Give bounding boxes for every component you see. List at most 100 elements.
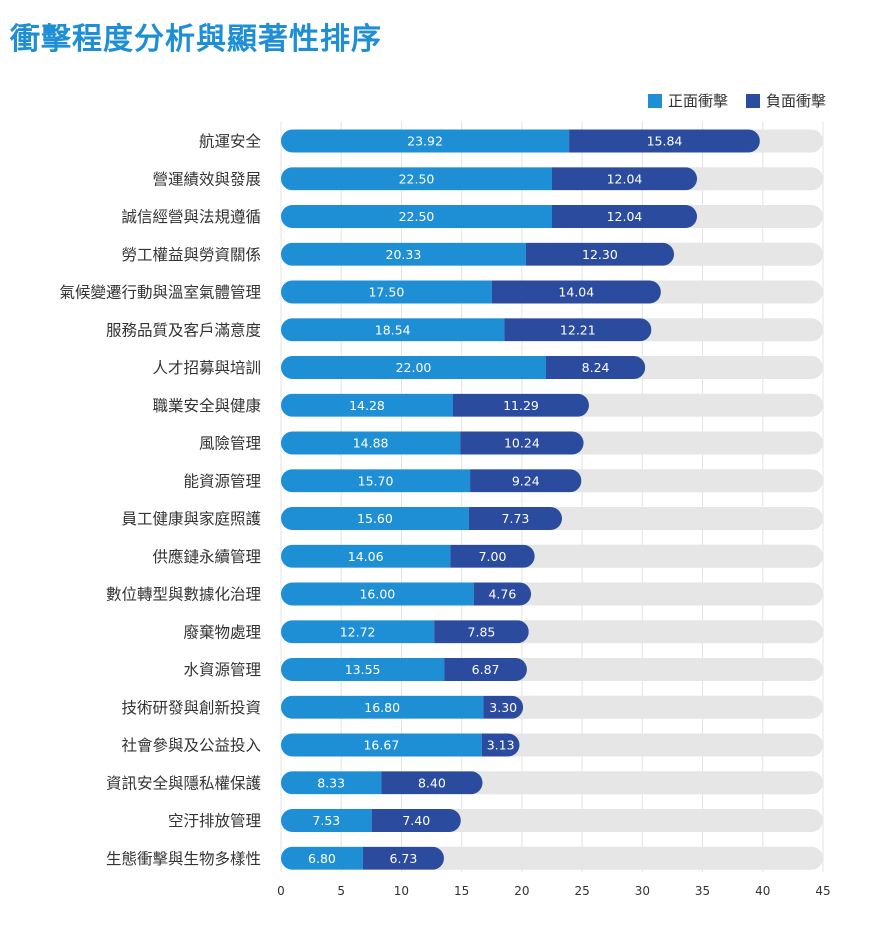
value-label-negative: 12.21	[560, 322, 596, 337]
x-tick-label: 10	[394, 884, 409, 898]
value-label-negative: 3.30	[489, 700, 517, 715]
bar-negative	[381, 771, 483, 795]
bar-positive	[281, 809, 372, 832]
x-tick-label: 15	[454, 884, 469, 898]
value-label-negative: 7.73	[502, 511, 530, 526]
value-label-negative: 12.04	[607, 171, 643, 186]
legend-swatch-negative	[745, 93, 760, 108]
value-label-positive: 23.92	[407, 134, 443, 149]
value-label-negative: 7.00	[479, 549, 507, 564]
bar-negative	[504, 318, 652, 342]
bar-positive	[281, 242, 526, 266]
bar-positive	[281, 507, 469, 530]
legend-item-negative: 負面衝擊	[745, 90, 826, 111]
category-label: 技術研發與創新投資	[121, 699, 261, 717]
value-label-negative: 15.84	[647, 134, 683, 149]
category-label: 航運安全	[199, 133, 262, 151]
x-tick-label: 40	[755, 884, 770, 898]
value-label-negative: 7.85	[468, 624, 496, 639]
bar-positive	[281, 544, 451, 568]
category-label: 勞工權益與勞資關係	[121, 246, 261, 264]
category-label: 員工健康與家庭照護	[121, 510, 261, 528]
x-tick-label: 0	[277, 884, 285, 898]
legend-label-positive: 正面衝擊	[667, 92, 728, 110]
category-label: 空汙排放管理	[168, 812, 261, 830]
bar-negative	[362, 846, 444, 870]
value-label-negative: 10.24	[504, 436, 540, 451]
value-label-positive: 16.67	[363, 738, 399, 753]
bar-positive	[281, 469, 471, 493]
bar-positive	[281, 582, 474, 606]
value-label-negative: 6.87	[472, 662, 500, 677]
bar-positive	[281, 620, 435, 644]
category-label: 數位轉型與數據化治理	[106, 586, 261, 604]
bar-negative	[545, 356, 646, 379]
category-label: 營運績效與發展	[152, 170, 261, 188]
value-label-negative: 7.40	[402, 813, 430, 828]
bar-negative	[434, 620, 529, 644]
category-label: 服務品質及客戶滿意度	[106, 320, 261, 339]
bar-positive	[281, 167, 552, 191]
value-label-positive: 20.33	[386, 247, 422, 262]
value-label-negative: 8.40	[418, 775, 446, 790]
category-label: 生態衝擊與生物多樣性	[106, 850, 261, 868]
value-label-negative: 3.13	[487, 738, 515, 753]
x-tick-label: 20	[514, 884, 529, 898]
bar-negative	[483, 695, 524, 719]
value-label-positive: 16.00	[359, 587, 395, 602]
bar-positive	[281, 771, 382, 795]
value-label-positive: 13.55	[345, 662, 381, 677]
value-label-negative: 11.29	[503, 398, 539, 413]
value-label-positive: 22.00	[396, 360, 432, 375]
bar-negative	[552, 167, 698, 191]
bar-positive	[281, 658, 445, 681]
bar-negative	[473, 582, 532, 606]
bar-positive	[281, 356, 546, 379]
value-label-positive: 14.88	[353, 436, 389, 451]
category-label: 供應鏈永續管理	[152, 547, 261, 566]
category-label: 水資源管理	[183, 661, 261, 679]
value-label-positive: 6.80	[308, 851, 336, 866]
legend-label-negative: 負面衝擊	[765, 92, 826, 110]
value-label-positive: 12.72	[340, 624, 376, 639]
bar-positive	[281, 318, 505, 342]
category-label: 廢棄物處理	[183, 622, 261, 641]
x-tick-label: 45	[815, 884, 830, 898]
legend-item-positive: 正面衝擊	[647, 90, 728, 111]
bar-positive	[281, 205, 552, 228]
category-label: 風險管理	[199, 435, 261, 453]
bar-negative	[525, 242, 675, 266]
bar-negative	[460, 431, 584, 455]
chart-title: 衝擊程度分析與顯著性排序	[10, 22, 382, 57]
bar-positive	[281, 846, 363, 870]
category-label: 能資源管理	[183, 472, 261, 490]
bar-positive	[281, 431, 461, 455]
bar-negative	[481, 733, 520, 757]
value-label-positive: 18.54	[375, 322, 411, 337]
bar-negative	[468, 507, 562, 530]
category-label: 氣候變遷行動與溫室氣體管理	[59, 284, 261, 302]
value-label-positive: 14.06	[348, 549, 384, 564]
value-label-positive: 16.80	[364, 700, 400, 715]
bar-positive	[281, 695, 484, 719]
category-label: 職業安全與健康	[152, 397, 261, 415]
value-label-positive: 14.28	[349, 398, 385, 413]
category-label: 資訊安全與隱私權保護	[106, 774, 262, 792]
bar-negative	[371, 809, 461, 832]
value-label-negative: 6.73	[390, 851, 418, 866]
value-label-negative: 8.24	[582, 360, 610, 375]
value-label-positive: 15.70	[358, 473, 394, 488]
bar-positive	[281, 393, 453, 417]
value-label-negative: 14.04	[558, 285, 594, 300]
x-tick-label: 35	[695, 884, 710, 898]
value-label-positive: 22.50	[399, 209, 435, 224]
value-label-positive: 7.53	[312, 813, 340, 828]
value-label-negative: 4.76	[488, 587, 516, 602]
value-label-positive: 22.50	[399, 171, 435, 186]
value-label-positive: 15.60	[357, 511, 393, 526]
bar-negative	[569, 129, 760, 153]
value-label-positive: 8.33	[317, 775, 345, 790]
value-label-negative: 12.30	[582, 247, 618, 262]
value-label-negative: 12.04	[607, 209, 643, 224]
